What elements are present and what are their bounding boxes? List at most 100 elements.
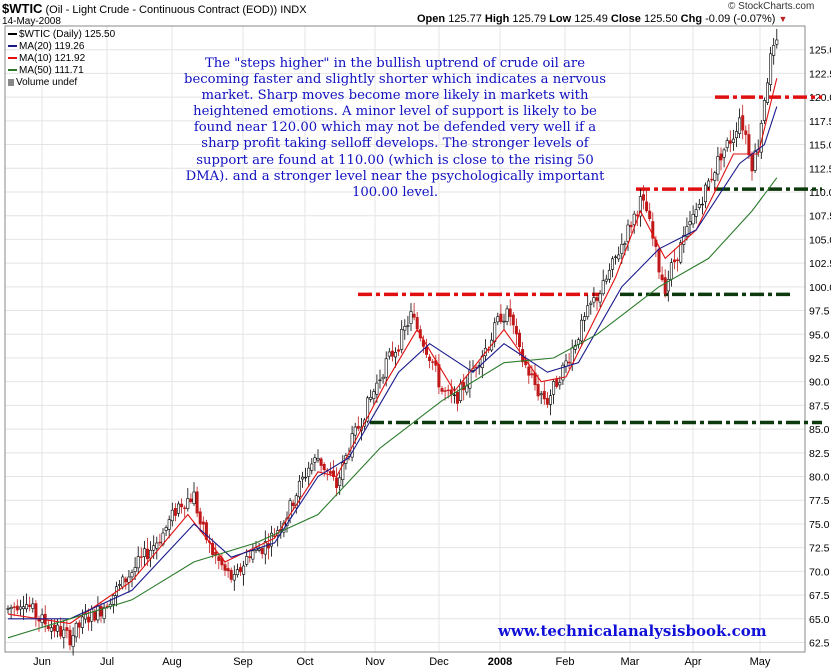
candle-body: [25, 604, 29, 610]
open-value: 125.77: [448, 13, 482, 25]
candle-body: [242, 565, 246, 575]
candle-body: [660, 274, 664, 281]
candle-body: [679, 242, 683, 263]
x-tick-label: Aug: [162, 656, 182, 668]
candle-body: [217, 556, 221, 561]
candle-body: [96, 605, 100, 621]
candle-body: [601, 280, 605, 295]
candle-body: [245, 556, 249, 565]
candle-body: [449, 389, 453, 395]
y-tick-label: 92.5: [809, 353, 830, 365]
legend-item-price: $WTIC (Daily) 125.50: [8, 29, 115, 41]
candle-body: [331, 470, 335, 478]
candle-body: [536, 384, 540, 397]
candle-body: [316, 457, 320, 461]
candle-body: [319, 458, 323, 466]
x-tick-label: Mar: [621, 656, 640, 668]
candle-body: [12, 606, 16, 608]
y-tick-label: 62.5: [809, 638, 830, 650]
candle-body: [52, 624, 56, 632]
candle-body: [747, 134, 751, 156]
candle-body: [68, 629, 72, 646]
chart-date: 14-May-2008: [2, 16, 61, 27]
quote-bar: Open 125.77 High 125.79 Low 125.49 Close…: [417, 13, 787, 25]
candle-body: [592, 297, 596, 303]
candle-body: [167, 519, 171, 530]
candle-body: [772, 45, 776, 56]
y-tick-label: 72.5: [809, 543, 830, 555]
candle-body: [201, 521, 205, 525]
candle-body: [424, 347, 428, 355]
candle-body: [223, 564, 227, 571]
candle-body: [229, 569, 233, 580]
legend: $WTIC (Daily) 125.50 MA(20) 119.26 MA(10…: [8, 29, 115, 89]
candle-body: [738, 117, 742, 134]
candle-body: [248, 556, 252, 558]
candle-body: [722, 149, 726, 158]
candle-body: [87, 616, 91, 623]
candle-body: [645, 201, 649, 212]
candle-body: [384, 358, 388, 378]
candle-body: [406, 325, 410, 327]
x-tick-label: Nov: [365, 656, 385, 668]
candle-body: [189, 498, 193, 502]
candle-body: [741, 115, 745, 131]
candle-body: [586, 305, 590, 318]
y-tick-label: 112.5: [809, 163, 831, 175]
candle-body: [34, 603, 38, 618]
candle-body: [170, 509, 174, 522]
candle-body: [713, 172, 717, 181]
candle-body: [691, 214, 695, 225]
candle-body: [514, 325, 518, 335]
x-tick-label: Feb: [556, 656, 575, 668]
candle-body: [561, 364, 565, 381]
candle-body: [415, 317, 419, 330]
candle-body: [56, 624, 60, 632]
close-value: 125.50: [643, 13, 678, 25]
candle-body: [617, 254, 621, 260]
candle-body: [232, 574, 236, 581]
symbol: $WTIC: [2, 1, 43, 16]
candle-body: [90, 609, 94, 622]
candle-body: [666, 279, 670, 292]
candle-body: [9, 607, 13, 610]
candle-body: [672, 259, 676, 263]
legend-item-ma20: MA(20) 119.26: [8, 41, 115, 53]
ma-line-ma50: [7, 177, 778, 639]
candle-body: [235, 569, 239, 576]
y-tick-label: 102.5: [809, 258, 831, 270]
candle-body: [440, 388, 444, 392]
candle-body: [725, 140, 729, 148]
candle-body: [164, 527, 168, 531]
candle-body: [443, 390, 447, 392]
ma-line-ma10: [7, 78, 778, 625]
candle-body: [74, 622, 78, 638]
open-label: Open: [417, 13, 446, 25]
candle-body: [564, 360, 568, 367]
candle-body: [428, 356, 432, 362]
y-tick-label: 115.0: [809, 140, 831, 152]
candle-body: [762, 100, 766, 121]
candle-body: [641, 194, 645, 201]
y-tick-label: 97.5: [809, 306, 830, 318]
candle-body: [186, 498, 190, 509]
candle-body: [648, 210, 652, 219]
candle-body: [18, 606, 22, 610]
high-value: 125.79: [512, 13, 547, 25]
candle-body: [124, 578, 128, 583]
candle-body: [198, 511, 202, 525]
chart-title: $WTIC (Oil - Light Crude - Continuous Co…: [2, 1, 307, 16]
website-link[interactable]: www.technicalanalysisbook.com: [498, 622, 767, 640]
y-tick-label: 107.5: [809, 211, 831, 223]
candle-body: [291, 502, 295, 506]
y-tick-label: 65.0: [809, 614, 830, 626]
candle-body: [589, 302, 593, 305]
candle-body: [378, 379, 382, 382]
candle-body: [65, 627, 69, 631]
candle-body: [614, 256, 618, 258]
chg-label: Chg: [680, 13, 703, 25]
candle-body: [211, 542, 215, 555]
candle-body: [288, 500, 292, 519]
candle-body: [397, 349, 401, 352]
